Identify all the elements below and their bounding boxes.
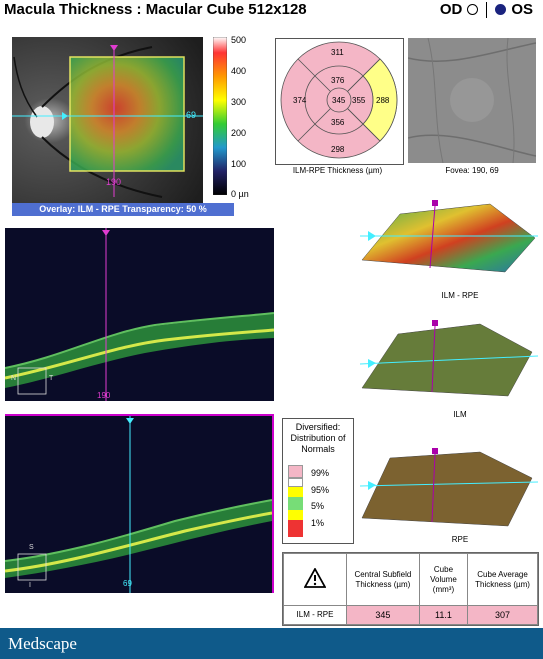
legend-label: 5% (311, 501, 325, 511)
etdrs-caption: ILM-RPE Thickness (µm) (292, 166, 383, 175)
summary-header: Cube Volume (mm³) (418, 553, 469, 606)
legend-label: 95% (311, 485, 330, 495)
summary-value: 11.1 (418, 605, 469, 625)
bscan-horizontal-graphic (5, 228, 274, 401)
vertical-line-label: 190 (106, 177, 122, 187)
colorbar-tick: 500 (231, 35, 247, 45)
legend-swatch-white (288, 478, 303, 487)
legend-swatch-red (288, 520, 303, 537)
legend-swatch-yellow-lower (288, 510, 303, 520)
thickness-overlay-image[interactable]: 69 190 (12, 37, 203, 204)
bscan1-side-right: T (49, 375, 54, 382)
ilm-rpe-3d-map[interactable] (360, 198, 540, 283)
bscan1-side-left: N (11, 375, 17, 382)
summary-header: Cube Average Thickness (µm) (467, 553, 538, 606)
bscan2-side-bottom: I (29, 582, 31, 589)
bscan-horizontal[interactable]: N T 190 (5, 228, 274, 401)
ilm-rpe-3d-caption: ILM - RPE (441, 291, 479, 300)
legend-title: Diversified: Distribution of Normals (290, 422, 346, 454)
legend-label: 99% (311, 468, 330, 478)
fundus-image[interactable] (408, 38, 536, 163)
etdrs-temporal-outer: 288 (376, 96, 390, 105)
fovea-caption: Fovea: 190, 69 (445, 166, 499, 175)
etdrs-center: 345 (332, 96, 346, 105)
warning-cell (283, 553, 347, 606)
rpe-3d-caption: RPE (451, 535, 469, 544)
colorbar-tick: 300 (231, 97, 247, 107)
legend-swatch-green (288, 497, 303, 510)
cube-region (69, 56, 185, 172)
etdrs-nasal-outer: 374 (293, 96, 307, 105)
summary-row-label: ILM - RPE (283, 605, 347, 625)
summary-value: 345 (346, 605, 420, 625)
footer-bar (0, 628, 543, 659)
etdrs-graphic (280, 41, 398, 159)
etdrs-temporal-inner: 355 (352, 96, 366, 105)
eye-od-label: OD (439, 1, 463, 18)
eye-os-label: OS (511, 1, 533, 18)
bscan1-label: 190 (97, 391, 111, 400)
bscan-vertical[interactable]: S I 69 (5, 414, 274, 593)
eye-selector: OD OS (440, 1, 533, 18)
warning-triangle-icon[interactable] (303, 567, 327, 588)
medscape-logo: Medscape (8, 634, 77, 653)
etdrs-superior-outer: 311 (331, 48, 344, 57)
colorbar-tick: 0 µn (231, 189, 249, 199)
normative-legend: Diversified: Distribution of Normals 99%… (282, 418, 354, 544)
bscan2-side-top: S (29, 544, 34, 551)
summary-table: Central Subfield Thickness (µm) Cube Vol… (282, 552, 539, 626)
legend-swatch-pink (288, 465, 303, 478)
optic-disc (30, 106, 54, 138)
summary-header: Central Subfield Thickness (µm) (346, 553, 420, 606)
colorbar-tick: 400 (231, 66, 247, 76)
ilm-3d-map[interactable] (359, 318, 540, 403)
etdrs-thickness-grid: 311 376 374 345 355 288 356 298 (275, 38, 404, 165)
rpe-3d-map[interactable] (359, 448, 540, 533)
thickness-colorbar (213, 37, 227, 195)
legend-label: 1% (311, 518, 325, 528)
eye-divider (486, 1, 488, 18)
summary-value: 307 (467, 605, 538, 625)
bscan2-label: 69 (123, 579, 132, 588)
bscan-vertical-graphic (5, 416, 272, 593)
eye-os-radio[interactable] (495, 4, 507, 15)
etdrs-superior-inner: 376 (331, 76, 345, 85)
scan-line-label: 69 (186, 110, 197, 120)
overlay-caption: Overlay: ILM - RPE Transparency: 50 % (12, 203, 234, 216)
page-title: Macula Thickness : Macular Cube 512x128 (4, 1, 307, 18)
overlay-graphic (12, 37, 203, 204)
colorbar-tick: 200 (231, 128, 247, 138)
etdrs-inferior-outer: 298 (331, 145, 345, 154)
legend-swatch-yellow-upper (288, 487, 303, 497)
eye-od-radio[interactable] (467, 4, 479, 15)
etdrs-inferior-inner: 356 (331, 118, 345, 127)
ilm-3d-caption: ILM (453, 410, 467, 419)
fundus-graphic (408, 38, 536, 163)
colorbar-tick: 100 (231, 159, 247, 169)
